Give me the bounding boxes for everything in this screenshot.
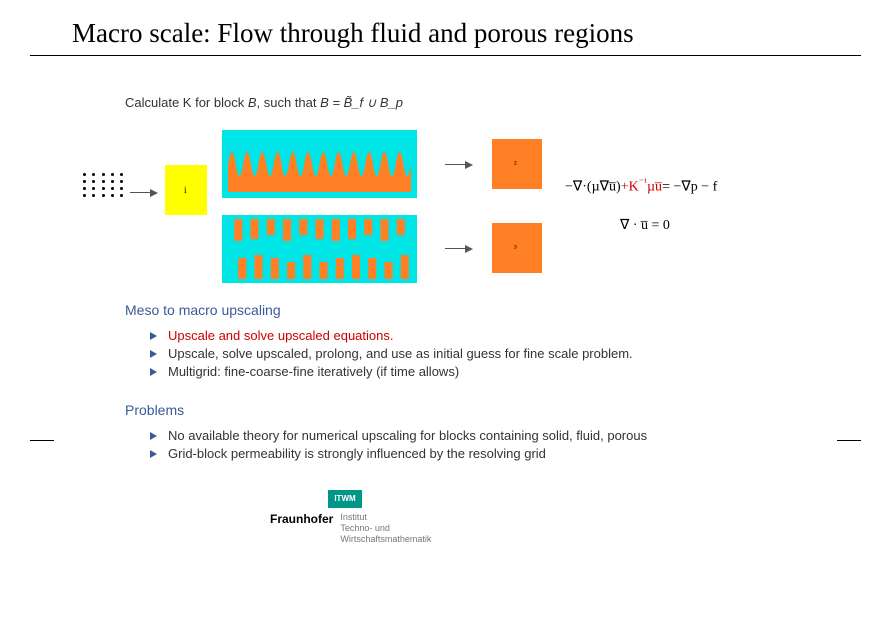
calc-eq: B = B̃_f ∪ B_p: [320, 95, 403, 110]
eq1-rhs: = −∇p − f: [662, 180, 717, 195]
section-heading-upscaling: Meso to macro upscaling: [125, 302, 281, 318]
bar-pattern: [226, 219, 413, 279]
eq1-plusK: +K: [621, 180, 639, 195]
fraunhofer-text: Fraunhofer: [270, 512, 333, 526]
dot-grid: [83, 173, 123, 213]
bullets-upscaling: Upscale and solve upscaled equations. Ups…: [150, 328, 633, 382]
cyan-box-bottom: [222, 215, 417, 283]
triangle-icon: [150, 350, 157, 358]
bullet-text: Upscale and solve upscaled equations.: [168, 328, 393, 343]
arrow-icon: [130, 187, 158, 199]
margin-tick-right: [837, 440, 861, 441]
eq1-exp: ⁻¹: [639, 177, 647, 188]
itwm-logo: ITWM: [328, 490, 362, 508]
orange-bot-label: ³: [514, 243, 517, 253]
bullet-text: Upscale, solve upscaled, prolong, and us…: [168, 346, 633, 361]
bullet-item: Upscale and solve upscaled equations.: [150, 328, 633, 343]
footer-sub1: Institut: [340, 512, 367, 522]
equation-1: −∇·(µ∇u̅)+K⁻¹µu̅= −∇p − f: [565, 177, 717, 196]
section-heading-problems: Problems: [125, 402, 184, 418]
yellow-block: i: [165, 165, 207, 215]
eq1-lhs: −∇·(µ∇u̅): [565, 180, 621, 195]
bullet-text: No available theory for numerical upscal…: [168, 428, 647, 443]
bullet-text: Multigrid: fine-coarse-fine iteratively …: [168, 364, 459, 379]
triangle-icon: [150, 368, 157, 376]
triangle-icon: [150, 450, 157, 458]
triangle-icon: [150, 332, 157, 340]
triangle-icon: [150, 432, 157, 440]
bullet-item: Grid-block permeability is strongly infl…: [150, 446, 647, 461]
bullet-item: Upscale, solve upscaled, prolong, and us…: [150, 346, 633, 361]
diagram: i ² ³ −∇·(µ∇u̅)+K⁻¹µu̅= −∇p − f ∇ · u̅ =…: [80, 125, 840, 290]
footer-sub3: Wirtschaftsmathematik: [340, 534, 431, 544]
arrow-icon: [445, 243, 473, 255]
orange-box-top: ²: [492, 139, 542, 189]
bullet-item: No available theory for numerical upscal…: [150, 428, 647, 443]
yellow-label: i: [184, 185, 187, 195]
bullet-item: Multigrid: fine-coarse-fine iteratively …: [150, 364, 633, 379]
arrow-icon: [445, 159, 473, 171]
calc-pre: Calculate K for block: [125, 95, 248, 110]
orange-top-label: ²: [514, 159, 517, 169]
page-title: Macro scale: Flow through fluid and poro…: [0, 0, 891, 55]
bullet-text: Grid-block permeability is strongly infl…: [168, 446, 546, 461]
wave-pattern: [228, 136, 411, 192]
footer-sub2: Techno- und: [340, 523, 390, 533]
cyan-box-top: [222, 130, 417, 198]
margin-tick-left: [30, 440, 54, 441]
bullets-problems: No available theory for numerical upscal…: [150, 428, 647, 464]
footer-logo-block: ITWM Fraunhofer Institut Techno- und Wir…: [270, 490, 431, 544]
eq1-muU: µu̅: [647, 180, 662, 195]
orange-box-bottom: ³: [492, 223, 542, 273]
equation-2: ∇ · u̅ = 0: [620, 217, 670, 234]
calc-B: B: [248, 95, 257, 110]
calc-k-text: Calculate K for block B, such that B = B…: [125, 95, 403, 111]
title-underline: [30, 55, 861, 56]
calc-mid: , such that: [257, 95, 321, 110]
